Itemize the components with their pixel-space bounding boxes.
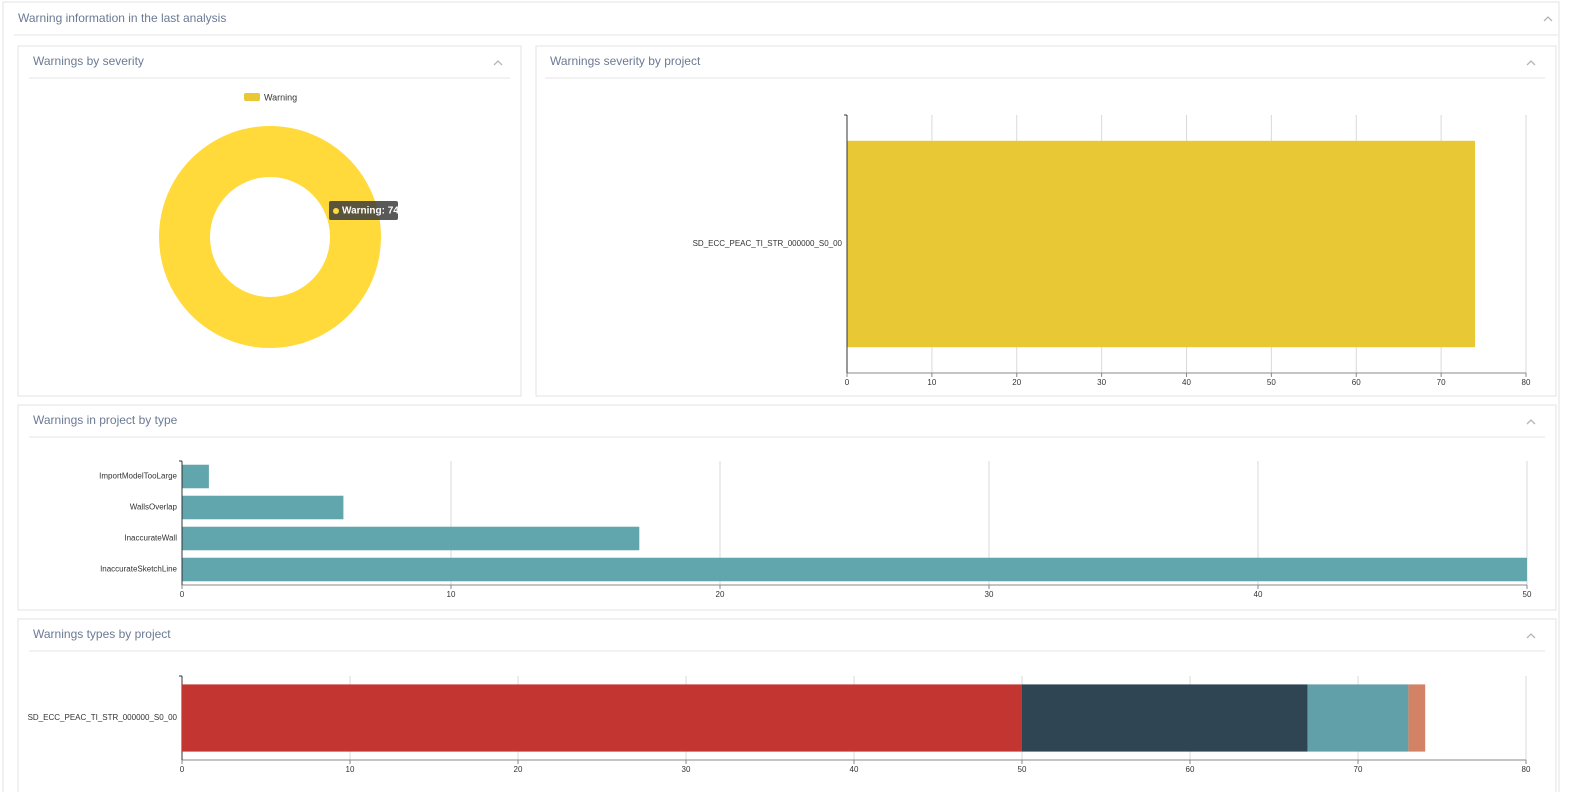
x-tick-label: 80 <box>1522 765 1531 774</box>
x-tick-label: 50 <box>1267 378 1276 387</box>
collapse-icon[interactable] <box>1526 60 1536 66</box>
bar <box>182 495 344 520</box>
panel-title: Warnings severity by project <box>550 54 701 68</box>
x-tick-label: 60 <box>1186 765 1195 774</box>
panel-title: Warnings by severity <box>33 54 144 68</box>
x-tick-label: 70 <box>1437 378 1446 387</box>
bar <box>847 140 1476 348</box>
panel-title: Warnings types by project <box>33 627 171 641</box>
bar <box>182 526 640 551</box>
x-tick-label: 0 <box>180 765 185 774</box>
x-tick-label: 10 <box>927 378 936 387</box>
collapse-icon[interactable] <box>1526 419 1536 425</box>
y-tick-label: WallsOverlap <box>130 503 178 512</box>
bar-segment <box>1307 684 1409 752</box>
y-tick-label: InaccurateWall <box>124 534 177 543</box>
tooltip-dot <box>333 208 339 214</box>
x-tick-label: 20 <box>716 590 725 599</box>
x-tick-label: 20 <box>514 765 523 774</box>
bar <box>182 557 1527 582</box>
bar-segment <box>182 684 1022 752</box>
x-tick-label: 40 <box>1254 590 1263 599</box>
y-tick-label: ImportModelTooLarge <box>99 472 177 481</box>
page-title: Warning information in the last analysis <box>18 11 226 25</box>
tooltip <box>329 201 398 220</box>
collapse-icon[interactable] <box>493 60 503 66</box>
x-tick-label: 30 <box>985 590 994 599</box>
x-tick-label: 50 <box>1018 765 1027 774</box>
panel-title: Warnings in project by type <box>33 413 178 427</box>
x-tick-label: 30 <box>1097 378 1106 387</box>
bar-segment <box>1408 684 1426 752</box>
bar-segment <box>1022 684 1308 752</box>
legend-swatch <box>244 93 260 101</box>
x-tick-label: 80 <box>1522 378 1531 387</box>
bar <box>182 464 209 489</box>
x-tick-label: 40 <box>1182 378 1191 387</box>
y-tick-label: SD_ECC_PEAC_TI_STR_000000_S0_00 <box>693 239 843 248</box>
legend-label: Warning <box>264 92 297 102</box>
x-tick-label: 40 <box>850 765 859 774</box>
x-tick-label: 50 <box>1523 590 1532 599</box>
collapse-icon[interactable] <box>1543 16 1553 22</box>
donut-slice <box>159 126 381 348</box>
x-tick-label: 0 <box>180 590 185 599</box>
y-tick-label: SD_ECC_PEAC_TI_STR_000000_S0_00 <box>28 713 178 722</box>
x-tick-label: 70 <box>1354 765 1363 774</box>
x-tick-label: 60 <box>1352 378 1361 387</box>
x-tick-label: 0 <box>845 378 850 387</box>
charts: Warning Warning: 74 0 10 20 30 40 50 60 70 80 SD_EC… <box>28 92 1532 774</box>
y-tick-label: InaccurateSketchLine <box>100 565 177 574</box>
x-tick-label: 30 <box>682 765 691 774</box>
x-tick-label: 10 <box>447 590 456 599</box>
tooltip-text: Warning: 74 <box>342 206 399 217</box>
x-tick-label: 20 <box>1012 378 1021 387</box>
collapse-icon[interactable] <box>1526 633 1536 639</box>
x-tick-label: 10 <box>346 765 355 774</box>
